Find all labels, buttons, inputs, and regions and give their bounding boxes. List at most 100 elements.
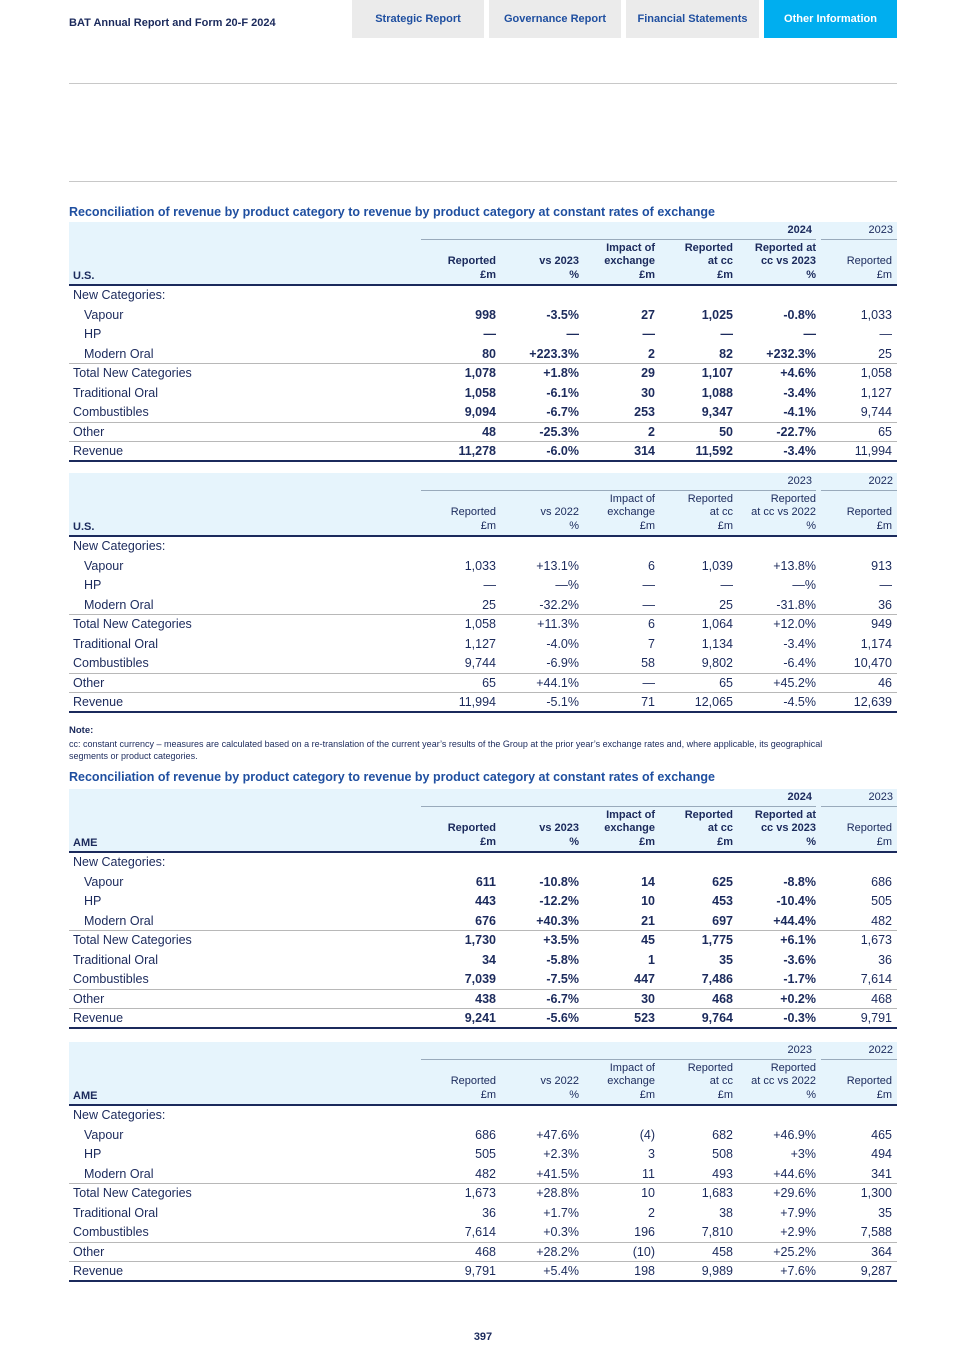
ame-2024-table: 2024 2023 AME Reported £m vs 2023 % Impact of… <box>69 789 897 1029</box>
cell-impact-of-exchange: — <box>642 675 656 690</box>
cell-vs-prior: -5.8% <box>546 952 579 967</box>
cell-reported-at-cc-vs-prior: +3% <box>790 1147 816 1161</box>
table-row: HP — —% — — —% — <box>69 576 897 596</box>
column-header-reported-at-cc: Reported at cc £m <box>684 808 733 848</box>
cell-impact-of-exchange: 2 <box>648 346 655 361</box>
table-row: Other 65 +44.1% — 65 +45.2% 46 <box>69 674 897 693</box>
table-row: Vapour 1,033 +13.1% 6 1,039 +13.8% 913 <box>69 557 897 577</box>
cell-reported: 80 <box>482 346 496 361</box>
cell-prior-reported: 1,058 <box>860 366 892 380</box>
column-header-reported-at-cc-vs-prior: Reported at cc vs 2022 % <box>751 1061 816 1101</box>
table-row: Other 468 +28.2% (10) 458 +25.2% 364 <box>69 1243 897 1262</box>
cell-impact-of-exchange: 6 <box>648 558 655 573</box>
us-2023-table: 2023 2022 U.S. Reported £m vs 2022 % Impact o… <box>69 473 897 713</box>
cell-impact-of-exchange: 45 <box>641 933 655 947</box>
cell-prior-reported: 25 <box>878 346 892 361</box>
tab-other-information[interactable]: Other Information <box>764 0 897 38</box>
cell-reported: 505 <box>475 1147 496 1161</box>
cell-reported: 9,241 <box>464 1011 496 1025</box>
row-label: Traditional Oral <box>73 1205 158 1220</box>
cell-impact-of-exchange: 314 <box>634 444 655 458</box>
table-row: Traditional Oral 1,058 -6.1% 30 1,088 -3.4% 1,… <box>69 384 897 404</box>
cell-reported-at-cc-vs-prior: +46.9% <box>773 1127 816 1142</box>
column-header-reported-at-cc-vs-prior: Reported at cc vs 2022 % <box>751 492 816 532</box>
cell-vs-prior: +44.1% <box>536 675 579 690</box>
tab-financial-statements[interactable]: Financial Statements <box>626 0 759 38</box>
table-row: Modern Oral 676 +40.3% 21 697 +44.4% 482 <box>69 912 897 931</box>
cell-prior-reported: 1,127 <box>860 385 892 400</box>
year-main-label: 2023 <box>421 1044 816 1060</box>
table-header: 2024 2023 AME Reported £m vs 2023 % Impact of… <box>69 789 897 853</box>
cell-impact-of-exchange: 14 <box>641 874 655 889</box>
cell-prior-reported: 36 <box>878 952 892 967</box>
row-label: Modern Oral <box>84 913 154 928</box>
cell-reported-at-cc-vs-prior: +29.6% <box>773 1186 816 1200</box>
column-header-prior-reported: Reported £m <box>846 822 892 848</box>
cell-reported-at-cc: — <box>720 327 734 341</box>
cell-reported-at-cc: 38 <box>719 1205 733 1220</box>
row-label: Traditional Oral <box>73 636 158 651</box>
cell-vs-prior: +3.5% <box>543 933 579 947</box>
us-2024-table: 2024 2023 U.S. Reported £m vs 2023 % Impact o… <box>69 222 897 462</box>
table-row: Total New Categories 1,058 +11.3% 6 1,064 +12… <box>69 615 897 635</box>
cell-reported-at-cc: 697 <box>712 913 733 928</box>
cell-reported: 438 <box>475 991 496 1006</box>
cell-reported: 11,278 <box>458 444 496 458</box>
table-row: Revenue 9,241 -5.6% 523 9,764 -0.3% 9,791 <box>69 1009 897 1029</box>
cell-prior-reported: 46 <box>878 675 892 690</box>
row-label: New Categories: <box>73 1108 166 1122</box>
cell-reported-at-cc-vs-prior: +6.1% <box>780 933 816 947</box>
row-label: Vapour <box>84 307 124 322</box>
cell-impact-of-exchange: (4) <box>639 1127 655 1142</box>
cell-prior-reported: — <box>879 578 893 592</box>
report-title: BAT Annual Report and Form 20-F 2024 <box>69 17 276 29</box>
cell-reported-at-cc: 453 <box>712 894 733 908</box>
cell-reported-at-cc: 1,775 <box>701 933 733 947</box>
cell-reported-at-cc: 9,989 <box>701 1264 733 1278</box>
row-label: Modern Oral <box>84 597 154 612</box>
cell-prior-reported: 35 <box>878 1205 892 1220</box>
cell-reported-at-cc-vs-prior: +13.8% <box>773 558 816 573</box>
cell-vs-prior: -7.5% <box>546 972 579 986</box>
top-nav: BAT Annual Report and Form 20-F 2024 Str… <box>0 0 966 38</box>
column-header-reported-at-cc: Reported at cc £m <box>687 1061 733 1101</box>
cell-vs-prior: — <box>566 327 580 341</box>
cell-reported-at-cc: 468 <box>712 991 733 1006</box>
column-header-prior-reported: Reported £m <box>846 1075 892 1101</box>
column-header-impact-of-exchange: Impact of exchange £m <box>604 241 655 281</box>
cell-impact-of-exchange: 29 <box>641 366 655 380</box>
table-row: HP 443 -12.2% 10 453 -10.4% 505 <box>69 892 897 912</box>
table-row: New Categories: <box>69 286 897 306</box>
cell-reported-at-cc: 1,134 <box>701 636 733 651</box>
table-row: Modern Oral 482 +41.5% 11 493 +44.6% 341 <box>69 1165 897 1184</box>
row-label: Total New Categories <box>73 1186 192 1200</box>
table-row: Revenue 11,994 -5.1% 71 12,065 -4.5% 12,639 <box>69 693 897 713</box>
row-label: Other <box>73 675 105 690</box>
cell-reported-at-cc: 82 <box>719 346 733 361</box>
cell-reported-at-cc-vs-prior: +4.6% <box>780 366 816 380</box>
column-header-prior-reported: Reported £m <box>846 255 892 281</box>
cell-reported-at-cc-vs-prior: -3.4% <box>783 385 816 400</box>
cell-vs-prior: +41.5% <box>536 1166 579 1181</box>
cell-reported: 65 <box>482 675 496 690</box>
table-row: Traditional Oral 34 -5.8% 1 35 -3.6% 36 <box>69 951 897 971</box>
cell-prior-reported: 949 <box>871 617 892 631</box>
column-header-reported: Reported £m <box>450 506 496 532</box>
tab-strategic-report[interactable]: Strategic Report <box>352 0 484 38</box>
row-label: Revenue <box>73 444 124 458</box>
cell-vs-prior: +11.3% <box>537 617 579 631</box>
cell-prior-reported: 10,470 <box>853 656 892 670</box>
table-row: Combustibles 7,039 -7.5% 447 7,486 -1.7% 7,614 <box>69 970 897 990</box>
tab-governance-report[interactable]: Governance Report <box>489 0 621 38</box>
year-prior-label: 2023 <box>821 791 897 807</box>
cell-impact-of-exchange: 253 <box>634 405 655 419</box>
year-prior-label: 2022 <box>821 475 897 491</box>
row-label: Revenue <box>73 695 124 709</box>
cell-reported-at-cc: 7,810 <box>701 1225 733 1239</box>
cell-reported-at-cc: 1,088 <box>701 385 733 400</box>
cell-reported-at-cc: 65 <box>719 675 733 690</box>
cell-vs-prior: +1.7% <box>543 1205 579 1220</box>
cell-reported: 1,127 <box>464 636 496 651</box>
row-label: Other <box>73 424 105 439</box>
cell-reported-at-cc: 1,107 <box>701 366 733 380</box>
